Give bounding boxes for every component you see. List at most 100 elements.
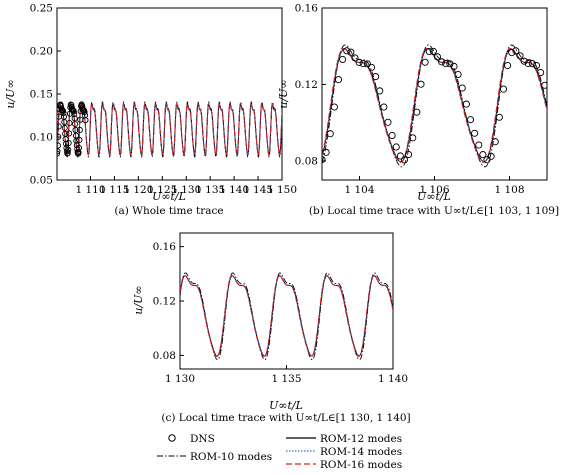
x-tick-label: 1 120	[123, 184, 153, 196]
legend: DNS ROM-10 modes ROM-12 modes ROM-14 mod…	[157, 433, 402, 471]
dns-point	[72, 120, 79, 128]
dns-point	[438, 58, 446, 66]
dns-point	[367, 63, 376, 71]
dns-point	[57, 150, 61, 157]
dns-point	[322, 156, 326, 164]
dns-point	[57, 123, 62, 130]
y-tick-label: 0.25	[30, 3, 53, 15]
panel-b: 1 104 1 106 1 108 0.080.120.16 U∞t/L u/U∞ …	[277, 3, 559, 218]
series-line-rom-12-modes	[180, 275, 393, 357]
x-tick-label: 1 115	[99, 184, 129, 196]
panel-c-frame	[179, 232, 394, 370]
x-tick-label: 1 130	[165, 373, 195, 385]
dns-point	[495, 113, 503, 121]
panel-c-xlabel: U∞t/L	[269, 399, 303, 412]
dns-point	[508, 49, 516, 57]
dns-point	[363, 60, 371, 68]
dns-point	[512, 47, 520, 55]
dns-point	[462, 100, 470, 108]
dns-point	[82, 117, 89, 124]
dns-point	[60, 109, 67, 117]
dns-point	[380, 103, 388, 111]
dns-point	[417, 80, 425, 88]
dns-point	[57, 148, 61, 155]
x-tick-label: 1 106	[419, 184, 449, 196]
dns-point	[413, 108, 421, 116]
series-line-rom-14-modes	[322, 48, 547, 163]
x-tick-label: 1 104	[344, 184, 374, 196]
dns-point	[504, 61, 512, 70]
dns-point	[425, 47, 433, 56]
dns-point	[384, 118, 392, 126]
dns-point	[339, 55, 347, 63]
x-tick-label: 1 150	[267, 184, 297, 196]
panel-a-caption: (a) Whole time trace	[114, 205, 223, 217]
x-tick-label: 1 130	[171, 184, 201, 196]
panel-c-ylabel: u/U∞	[132, 285, 145, 314]
dns-point	[57, 113, 63, 120]
y-tick-label: 0.10	[30, 132, 53, 144]
y-tick-label: 0.16	[295, 3, 319, 15]
dns-point	[400, 156, 409, 164]
panel-b-caption: (b) Local time trace with U∞t/L∈[1 103, …	[309, 205, 559, 217]
dns-point	[73, 137, 80, 144]
dns-point	[62, 136, 69, 143]
dns-point	[347, 48, 355, 56]
legend-label-rom12: ROM-12 modes	[320, 433, 402, 445]
dns-point	[75, 144, 83, 151]
series-line-rom-16-modes	[322, 47, 547, 163]
dns-point	[66, 130, 73, 137]
panel-c: 1 130 1 135 1 140 0.080.120.16 U∞t/L u/U∞ …	[132, 232, 411, 424]
panel-b-series	[322, 44, 547, 168]
dns-point	[74, 146, 81, 153]
panel-b-xlabel: U∞t/L	[417, 190, 451, 203]
dns-point	[64, 150, 71, 157]
dns-point	[487, 152, 495, 160]
dns-point	[466, 116, 475, 124]
dns-point	[322, 148, 330, 156]
dns-point	[433, 53, 442, 61]
panel-b-xticks: 1 104 1 106 1 108	[344, 176, 525, 196]
dns-point	[458, 84, 466, 92]
y-tick-label: 0.15	[30, 89, 53, 101]
dns-point	[524, 59, 532, 68]
y-tick-label: 0.05	[30, 175, 53, 187]
dns-point	[376, 87, 384, 95]
dns-point	[528, 60, 536, 68]
dns-point	[499, 85, 508, 93]
y-tick-label: 0.08	[295, 155, 318, 167]
x-tick-label: 1 140	[219, 184, 249, 196]
series-line-rom-12-modes	[322, 48, 547, 163]
dns-point	[351, 54, 359, 62]
panel-a-yticks: 0.05 0.10 0.15 0.20 0.25	[30, 3, 61, 187]
dns-point	[392, 143, 400, 151]
legend-label-dns: DNS	[190, 433, 215, 445]
dns-point	[81, 109, 88, 116]
y-tick-label: 0.16	[153, 241, 177, 253]
y-tick-label: 0.12	[153, 296, 176, 308]
legend-label-rom10: ROM-10 modes	[190, 451, 272, 463]
dns-point	[421, 58, 429, 66]
dns-point	[72, 126, 79, 134]
dns-point	[57, 142, 61, 149]
series-line-rom-16-modes	[57, 102, 282, 156]
dns-point	[409, 134, 417, 142]
dns-point	[396, 152, 404, 160]
dns-point	[388, 131, 396, 140]
dns-point	[75, 149, 82, 156]
panel-a-series	[57, 101, 282, 158]
dns-point	[65, 139, 72, 146]
panel-a-ylabel: u/U∞	[4, 79, 17, 108]
series-line-rom-16-modes	[180, 274, 393, 357]
series-line-rom-10-modes	[180, 272, 393, 361]
x-tick-label: 1 110	[75, 184, 105, 196]
y-tick-label: 0.12	[295, 79, 318, 91]
dns-point	[475, 141, 483, 149]
dns-point	[70, 108, 77, 115]
x-tick-label: 1 135	[271, 373, 301, 385]
dns-point	[66, 119, 73, 127]
legend-label-rom16: ROM-16 modes	[320, 459, 402, 471]
